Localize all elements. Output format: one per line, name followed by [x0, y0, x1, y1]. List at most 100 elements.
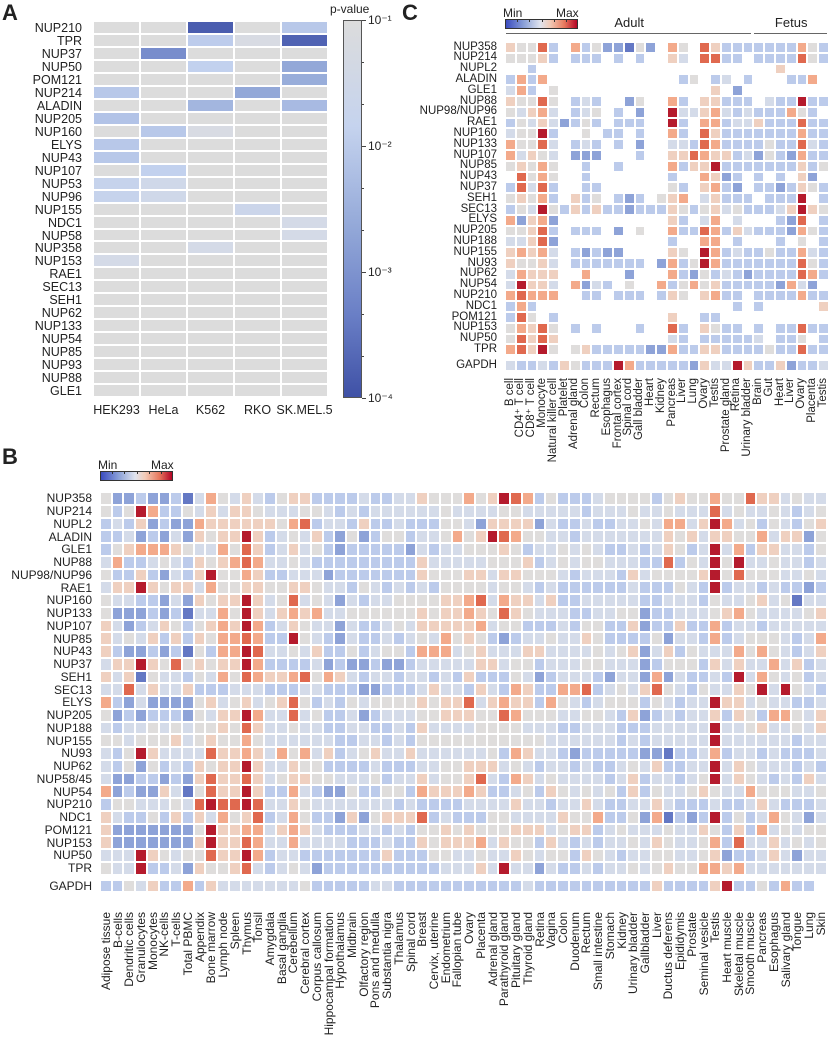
panel-b-heatmap-cell	[498, 785, 511, 798]
heatmap-cell	[140, 345, 187, 359]
panel-b-heatmap-cell	[721, 810, 733, 824]
panel-b-heatmap-cell	[146, 708, 159, 722]
panel-b-heatmap-cell	[205, 849, 218, 862]
panel-b-heatmap-cell	[146, 619, 159, 633]
panel-b-heatmap-cell	[721, 696, 733, 709]
panel-b-heatmap-cell	[404, 721, 417, 735]
panel-b-reference-cell	[381, 879, 393, 893]
row-label: NUP214	[34, 85, 82, 100]
panel-b-heatmap-cell	[639, 849, 651, 862]
panel-b-heatmap-cell	[791, 849, 804, 862]
panel-b-heatmap-cell	[756, 823, 769, 837]
panel-b-heatmap-cell	[592, 747, 604, 760]
panel-b-heatmap-cell	[158, 581, 171, 594]
panel-b-heatmap-cell	[674, 504, 686, 518]
panel-b-heatmap-cell	[650, 530, 663, 543]
heatmap-cell	[281, 293, 328, 307]
panel-b-heatmap-cell	[252, 747, 265, 760]
panel-b-heatmap-cell	[475, 645, 487, 658]
panel-b-heatmap-cell	[627, 823, 640, 837]
panel-b-heatmap-cell	[510, 594, 522, 607]
panel-b-heatmap-cell	[287, 594, 300, 607]
panel-c-heatmap-cell	[796, 42, 808, 53]
panel-b-heatmap-cell	[357, 670, 370, 684]
panel-b-heatmap-cell	[686, 849, 698, 862]
panel-b-heatmap-cell	[123, 645, 136, 658]
panel-b-heatmap-cell	[463, 504, 476, 518]
panel-b-heatmap-cell	[416, 772, 429, 786]
panel-b-heatmap-cell	[240, 657, 253, 671]
panel-b-heatmap-cell	[627, 836, 640, 849]
panel-c-row-label: TPR	[474, 343, 497, 356]
panel-c-heatmap-cell	[645, 344, 657, 356]
panel-c-heatmap-cell	[710, 204, 721, 215]
panel-b-heatmap-cell	[252, 594, 265, 607]
panel-c-heatmap-cell	[548, 225, 559, 237]
panel-b-heatmap-cell	[779, 504, 792, 518]
panel-b-heatmap-cell	[580, 785, 593, 798]
panel-b-heatmap-cell	[135, 594, 147, 607]
panel-b-heatmap-cell	[393, 734, 405, 747]
panel-c-heatmap-cell	[602, 128, 613, 140]
panel-b-heatmap-cell	[791, 594, 804, 607]
panel-b-heatmap-cell	[791, 670, 804, 684]
panel-b-heatmap-cell	[697, 785, 710, 798]
panel-b-heatmap-cell	[346, 747, 358, 760]
panel-b-heatmap-cell	[170, 657, 183, 671]
panel-b-heatmap-cell	[111, 670, 124, 684]
panel-b-heatmap-cell	[580, 836, 593, 849]
panel-b-heatmap-cell	[557, 696, 569, 709]
panel-c-heatmap-cell	[731, 344, 743, 356]
panel-b-heatmap-cell	[521, 657, 534, 671]
panel-b-heatmap-cell	[146, 517, 159, 531]
panel-c-heatmap-cell	[775, 52, 786, 64]
panel-b-heatmap-cell	[451, 543, 464, 556]
panel-b-heatmap-cell	[193, 581, 206, 594]
panel-b-heatmap-cell	[580, 555, 593, 569]
panel-c-heatmap-cell	[526, 85, 538, 96]
panel-b-heatmap-cell	[393, 759, 405, 773]
panel-b-heatmap-cell	[393, 645, 405, 658]
panel-b-heatmap-cell	[568, 772, 581, 786]
panel-b-heatmap-cell	[674, 772, 686, 786]
panel-c-heatmap-cell	[796, 128, 808, 140]
panel-b-heatmap-cell	[299, 492, 311, 505]
panel-b-heatmap-cell	[639, 530, 651, 543]
panel-b-column-label: Skin	[813, 912, 828, 936]
panel-b-heatmap-cell	[463, 581, 476, 594]
panel-b-heatmap-cell	[240, 823, 253, 837]
panel-b-heatmap-cell	[732, 798, 745, 811]
panel-b-heatmap-cell	[428, 555, 440, 569]
panel-b-heatmap-cell	[170, 645, 183, 658]
panel-b-heatmap-cell	[322, 823, 335, 837]
panel-b-heatmap-cell	[732, 619, 745, 633]
panel-b-heatmap-cell	[439, 555, 452, 569]
heatmap-cell	[281, 332, 328, 346]
panel-b-heatmap-cell	[650, 785, 663, 798]
panel-b-heatmap-cell	[228, 721, 241, 735]
panel-b-heatmap-cell	[393, 504, 405, 518]
panel-b-heatmap-cell	[357, 555, 370, 569]
heatmap-cell	[281, 280, 328, 294]
panel-c-heatmap-cell	[526, 74, 538, 86]
panel-b-heatmap-cell	[732, 683, 745, 696]
panel-c-heatmap-cell	[753, 290, 765, 302]
panel-b-heatmap-cell	[697, 632, 710, 645]
panel-c-row-label: ALADIN	[455, 73, 497, 86]
panel-c-heatmap-cell	[731, 247, 743, 258]
panel-b-heatmap-cell	[533, 785, 546, 798]
panel-b-heatmap-cell	[404, 504, 417, 518]
panel-b-heatmap-cell	[709, 849, 722, 862]
heatmap-cell	[187, 124, 234, 138]
panel-b-heatmap-cell	[580, 543, 593, 556]
panel-b-heatmap-cell	[158, 568, 171, 582]
panel-b-heatmap-cell	[240, 785, 253, 798]
panel-b-heatmap-cell	[252, 696, 265, 709]
heatmap-cell	[140, 189, 187, 203]
panel-b-reference-cell	[182, 879, 194, 893]
panel-b-heatmap-cell	[650, 849, 663, 862]
panel-b-heatmap-cell	[627, 798, 640, 811]
panel-b-heatmap-cell	[404, 836, 417, 849]
panel-b-heatmap-cell	[158, 785, 171, 798]
panel-c-heatmap-cell	[634, 150, 646, 161]
